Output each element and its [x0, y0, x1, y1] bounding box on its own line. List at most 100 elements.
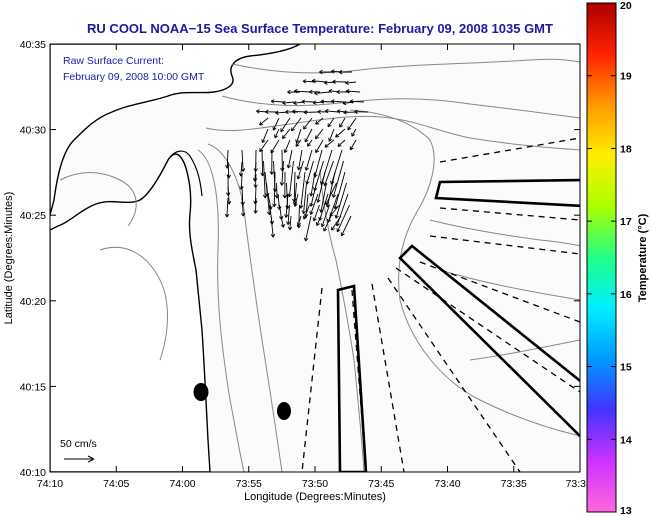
current-vector-head [336, 91, 340, 95]
current-vector [255, 173, 257, 188]
current-vector [315, 128, 324, 140]
current-vector-head [287, 226, 291, 231]
current-vector-head [272, 203, 275, 208]
current-vector [289, 215, 292, 230]
current-vector [303, 204, 310, 220]
colorbar-tick-label: 20 [620, 0, 632, 12]
current-vector [342, 101, 355, 104]
x-tick-label: 73:45 [368, 478, 394, 490]
current-vector-head [351, 134, 356, 137]
current-vector-head [271, 220, 275, 225]
current-vector-head [286, 164, 289, 169]
current-vector-head [253, 210, 256, 214]
map-panel: Raw Surface Current: February 09, 2008 1… [3, 39, 586, 503]
current-vector-head [316, 223, 320, 227]
current-vector-head [315, 150, 320, 154]
current-vector [335, 128, 346, 138]
current-vector-head [300, 205, 304, 209]
current-vector-head [338, 71, 343, 75]
current-vector-head [345, 88, 350, 92]
current-vector-head [296, 224, 300, 229]
y-axis-ticks: 40:35 40:30 40:25 40:20 40:15 40:10 [20, 39, 580, 479]
current-vector-head [270, 99, 275, 102]
current-vector [314, 91, 331, 94]
current-vector [316, 215, 322, 226]
current-vector-head [271, 171, 274, 175]
current-vector-head [253, 200, 256, 205]
current-vector-head [273, 203, 277, 208]
current-vector [331, 100, 345, 103]
current-vector [273, 171, 276, 207]
current-vector-head [315, 137, 319, 140]
current-vector-head [226, 213, 230, 218]
current-vector [320, 101, 335, 103]
colorbar-tick-label: 18 [620, 143, 632, 155]
current-vector [312, 80, 327, 83]
current-vector [293, 171, 296, 202]
x-tick-label: 74:05 [103, 478, 129, 490]
current-vector [287, 149, 293, 169]
current-vector [324, 139, 335, 148]
current-vector [303, 182, 307, 214]
station-marker-east [277, 402, 291, 420]
current-vector [310, 171, 316, 197]
current-vector [339, 117, 346, 128]
x-tick-label: 73:40 [434, 478, 460, 490]
current-vector-head [315, 120, 318, 125]
current-vector-head [224, 213, 228, 218]
current-vector-head [287, 165, 291, 169]
colorbar-tick-label: 13 [620, 505, 632, 517]
current-vector-head [303, 237, 306, 242]
current-vector-head [297, 176, 301, 180]
current-vector [317, 171, 326, 203]
x-axis-label: Longitude (Degrees:Minutes) [244, 491, 386, 503]
current-vector-head [328, 88, 333, 92]
current-vector [328, 128, 335, 142]
current-vector-head [256, 110, 260, 114]
x-tick-label: 73:55 [236, 478, 262, 490]
current-vector [341, 215, 352, 237]
current-vector-head [228, 200, 232, 205]
current-vector [274, 128, 280, 139]
current-vector-head [327, 124, 332, 128]
current-vector-head [345, 82, 349, 86]
current-vector [323, 215, 332, 232]
current-vector [266, 182, 270, 215]
current-vector-head [255, 168, 258, 172]
current-vector [293, 101, 305, 104]
current-vector [335, 182, 347, 219]
current-vector [324, 81, 337, 84]
current-vector-head [298, 224, 301, 229]
current-vector-head [272, 233, 276, 238]
current-vector-head [225, 164, 228, 169]
current-vector-head [280, 167, 283, 172]
current-vector-head [273, 127, 277, 131]
current-vector [306, 160, 314, 185]
current-vector [297, 215, 302, 226]
current-vector [328, 90, 341, 93]
current-vector [241, 149, 244, 172]
current-vector [332, 160, 344, 198]
current-vector [263, 160, 266, 198]
current-vector-head [310, 193, 314, 197]
current-vector-head [320, 223, 323, 227]
current-vector-head [285, 214, 289, 218]
current-vector-head [305, 167, 309, 171]
current-vector [294, 182, 297, 206]
current-vector-head [303, 210, 306, 214]
current-vector-head [301, 210, 304, 214]
current-vector-head [309, 211, 311, 215]
current-vector [280, 215, 284, 228]
current-vector-head [305, 139, 309, 143]
scale-arrow [64, 455, 95, 463]
current-vector-head [336, 109, 341, 112]
current-vector-head [341, 233, 345, 237]
current-vector-head [302, 80, 307, 84]
current-vector [313, 204, 320, 222]
current-vector-head [317, 109, 321, 113]
current-vector-head [313, 218, 317, 222]
current-vector [254, 161, 257, 182]
current-vector-head [317, 111, 321, 114]
current-vector-head [303, 112, 308, 115]
